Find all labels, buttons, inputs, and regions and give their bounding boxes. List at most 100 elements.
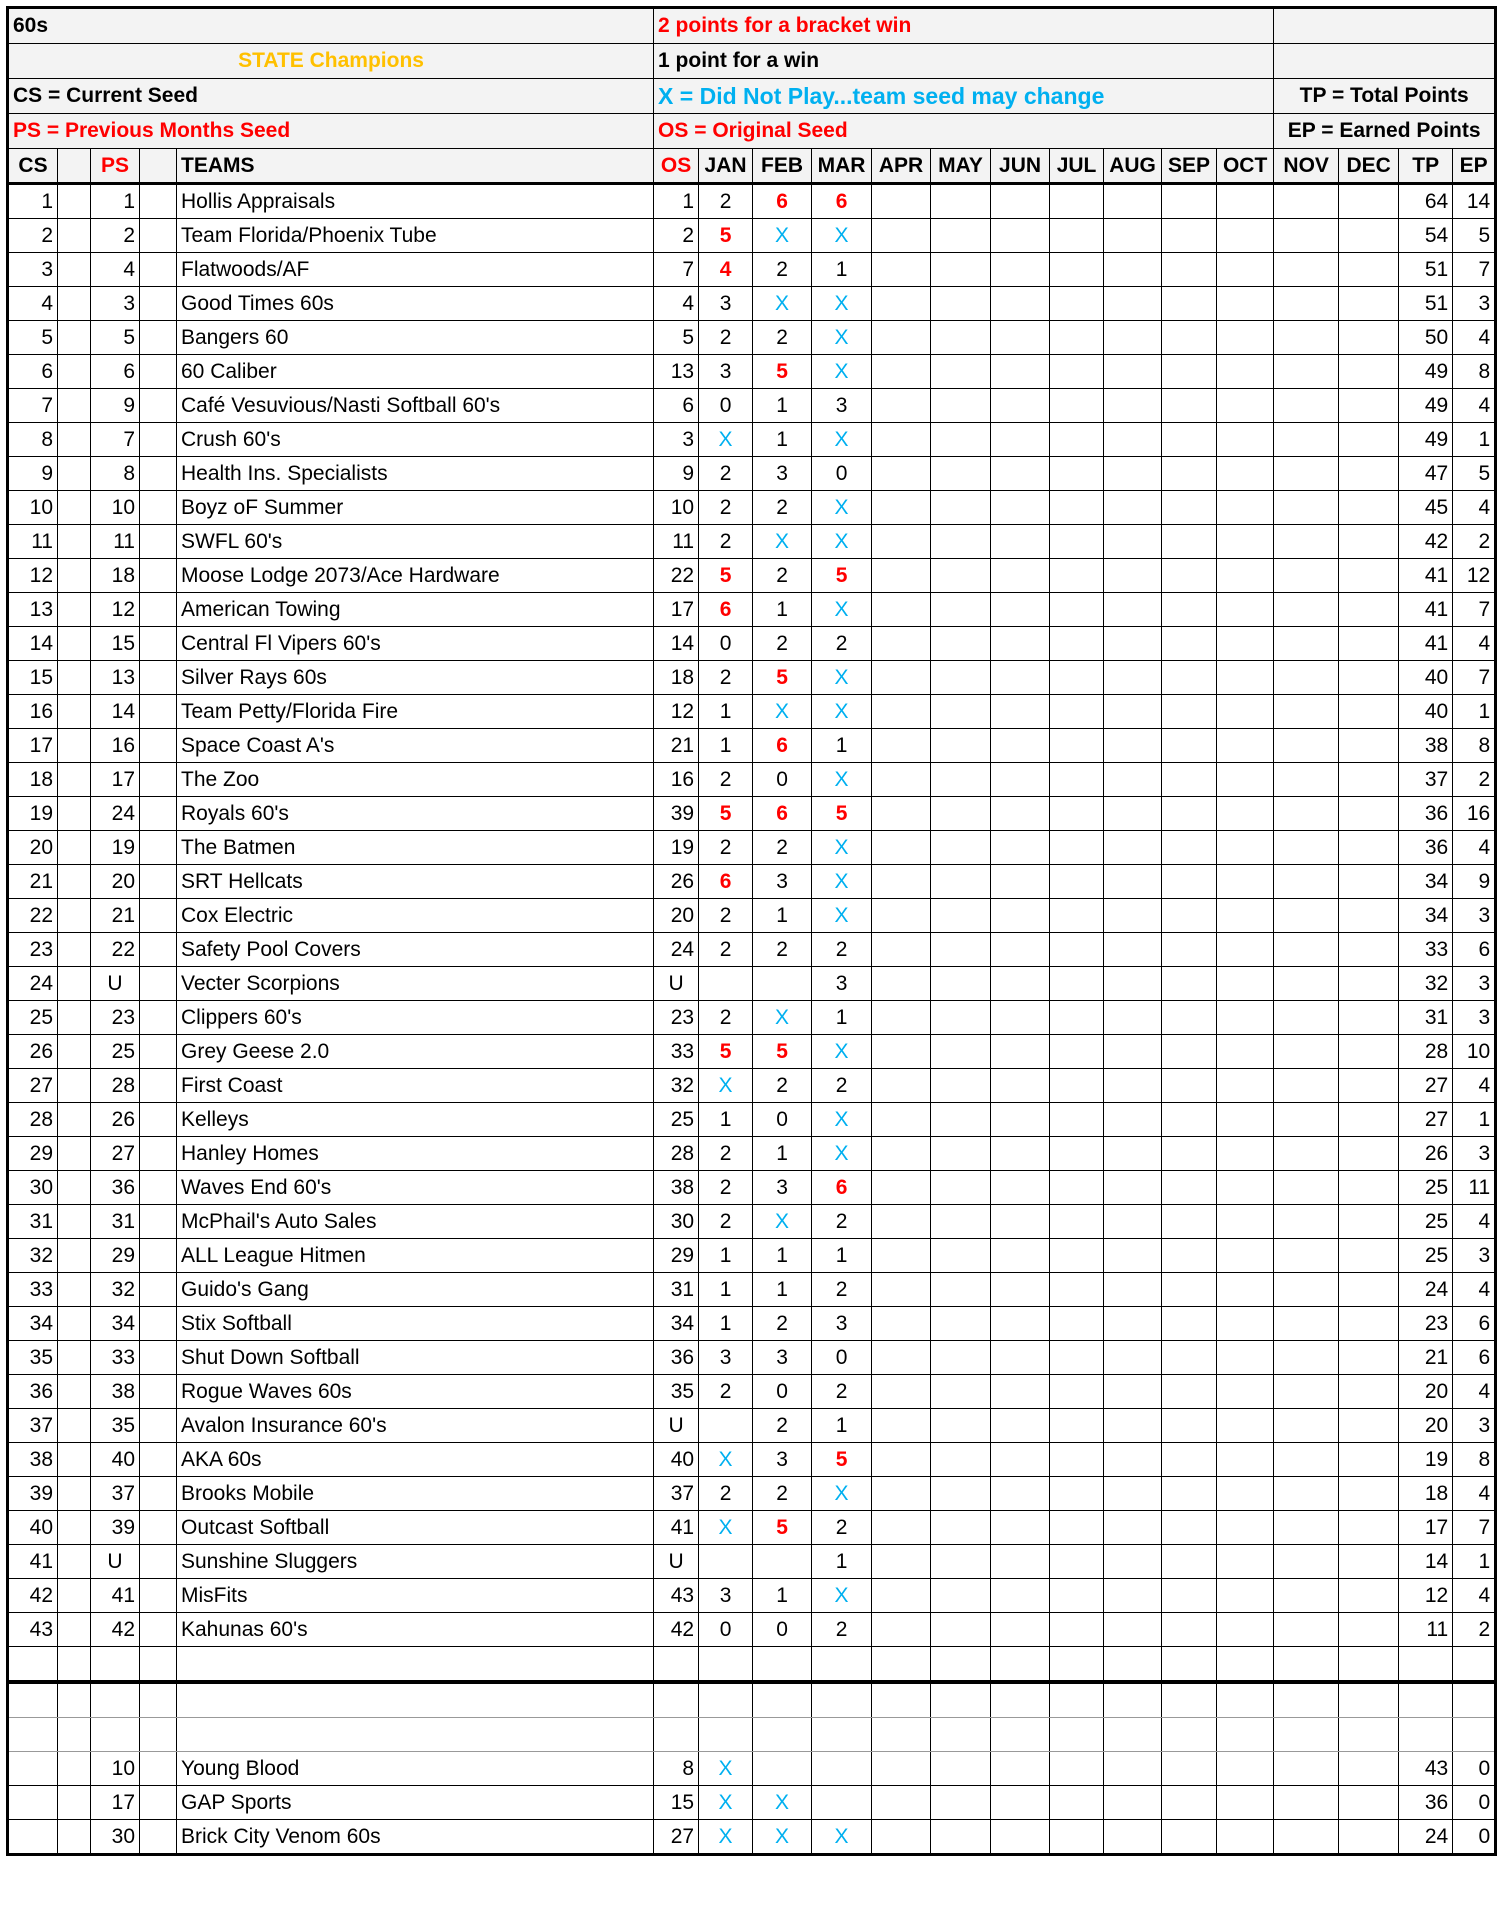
cell-blank xyxy=(57,354,91,389)
cell-nov xyxy=(1273,728,1340,763)
cell-team: 60 Caliber xyxy=(175,354,655,389)
state-champions: STATE Champions xyxy=(6,43,655,79)
cell-ps: 9 xyxy=(90,388,140,423)
cell-oct xyxy=(1216,422,1275,457)
empty-cell xyxy=(175,1717,655,1752)
cell-ep: 4 xyxy=(1452,830,1497,865)
cell-ps: 15 xyxy=(90,626,140,661)
cell-ep: 12 xyxy=(1452,558,1497,593)
cell-cs: 39 xyxy=(7,1476,58,1511)
cell-ps: 14 xyxy=(90,694,140,729)
cell-ps: 42 xyxy=(90,1612,140,1647)
empty-cell xyxy=(57,1646,91,1684)
empty-cell xyxy=(1338,1717,1400,1752)
empty-cell xyxy=(653,1717,700,1752)
cell-mar: X xyxy=(811,490,873,525)
cell-blank xyxy=(57,1578,91,1613)
cell-tp: 31 xyxy=(1398,1000,1454,1035)
cell-os: 16 xyxy=(653,762,700,797)
cell-nov xyxy=(1273,1578,1340,1613)
cell-mar: X xyxy=(811,762,873,797)
cell-apr xyxy=(871,1034,932,1069)
cell-jan: 2 xyxy=(698,1170,754,1205)
cell-jun xyxy=(990,1510,1051,1545)
cell-sep xyxy=(1161,1785,1218,1820)
cell-blank xyxy=(57,1102,91,1137)
cell-nov xyxy=(1273,626,1340,661)
cell-jan: 3 xyxy=(698,286,754,321)
cell-sep xyxy=(1161,694,1218,729)
cell-jul xyxy=(1049,966,1105,1001)
cell-ep: 14 xyxy=(1452,183,1497,219)
cell-apr xyxy=(871,320,932,355)
cell-cs xyxy=(7,1751,58,1786)
cell-jul xyxy=(1049,456,1105,491)
cell-jun xyxy=(990,1034,1051,1069)
cell-team: Sunshine Sluggers xyxy=(175,1544,655,1579)
cell-jan: 2 xyxy=(698,524,754,559)
cell-team: AKA 60s xyxy=(175,1442,655,1477)
cell-jul xyxy=(1049,1578,1105,1613)
standings-sheet: 60s 2 points for a bracket win STATE Cha… xyxy=(6,6,1498,1856)
cell-may xyxy=(930,966,992,1001)
cell-sep xyxy=(1161,796,1218,831)
cell-tp: 26 xyxy=(1398,1136,1454,1171)
cell-cs: 1 xyxy=(7,183,58,219)
cell-may xyxy=(930,660,992,695)
cell-ep: 1 xyxy=(1452,1544,1497,1579)
cell-apr xyxy=(871,422,932,457)
cell-team: McPhail's Auto Sales xyxy=(175,1204,655,1239)
cell-apr xyxy=(871,1102,932,1137)
cell-blank xyxy=(57,1408,91,1443)
empty-cell xyxy=(1452,1717,1497,1752)
cell-jun xyxy=(990,830,1051,865)
cell-sep xyxy=(1161,626,1218,661)
cell-jan: 0 xyxy=(698,388,754,423)
cell-ps: 1 xyxy=(90,183,140,219)
cell-jun xyxy=(990,524,1051,559)
cell-jul xyxy=(1049,1034,1105,1069)
cell-aug xyxy=(1103,660,1163,695)
cell-jun xyxy=(990,1785,1051,1820)
cell-aug xyxy=(1103,864,1163,899)
cell-feb: X xyxy=(752,524,813,559)
cell-team: Vecter Scorpions xyxy=(175,966,655,1001)
cell-tp: 34 xyxy=(1398,898,1454,933)
cell-aug xyxy=(1103,524,1163,559)
cell-dec xyxy=(1338,1170,1400,1205)
cell-feb: 3 xyxy=(752,1170,813,1205)
cell-ep: 4 xyxy=(1452,1374,1497,1409)
cell-feb: 0 xyxy=(752,1612,813,1647)
empty-cell xyxy=(1049,1646,1105,1684)
cell-mar: X xyxy=(811,218,873,253)
cell-cs: 42 xyxy=(7,1578,58,1613)
cell-ep: 11 xyxy=(1452,1170,1497,1205)
cell-mar: 2 xyxy=(811,1510,873,1545)
empty-cell xyxy=(1103,1717,1163,1752)
blank-row xyxy=(7,1717,1497,1752)
cell-aug xyxy=(1103,898,1163,933)
cell-nov xyxy=(1273,1374,1340,1409)
cell-sep xyxy=(1161,354,1218,389)
cell-ep: 5 xyxy=(1452,218,1497,253)
cell-aug xyxy=(1103,1034,1163,1069)
bracket-rule: 2 points for a bracket win xyxy=(653,7,1275,44)
cell-tp: 51 xyxy=(1398,286,1454,321)
cell-dec xyxy=(1338,694,1400,729)
cell-jul xyxy=(1049,1819,1105,1855)
cell-feb: 1 xyxy=(752,592,813,627)
cell-ep: 4 xyxy=(1452,1068,1497,1103)
cell-team: MisFits xyxy=(175,1578,655,1613)
cell-nov xyxy=(1273,252,1340,287)
cell-tp: 21 xyxy=(1398,1340,1454,1375)
cell-jun xyxy=(990,1751,1051,1786)
cell-nov xyxy=(1273,286,1340,321)
cell-ps: 26 xyxy=(90,1102,140,1137)
cell-sep xyxy=(1161,1000,1218,1035)
cell-ep: 4 xyxy=(1452,1476,1497,1511)
empty-cell xyxy=(175,1646,655,1684)
cell-jan: 2 xyxy=(698,1374,754,1409)
cell-sep xyxy=(1161,388,1218,423)
cell-ps: 33 xyxy=(90,1340,140,1375)
cell-aug xyxy=(1103,1476,1163,1511)
